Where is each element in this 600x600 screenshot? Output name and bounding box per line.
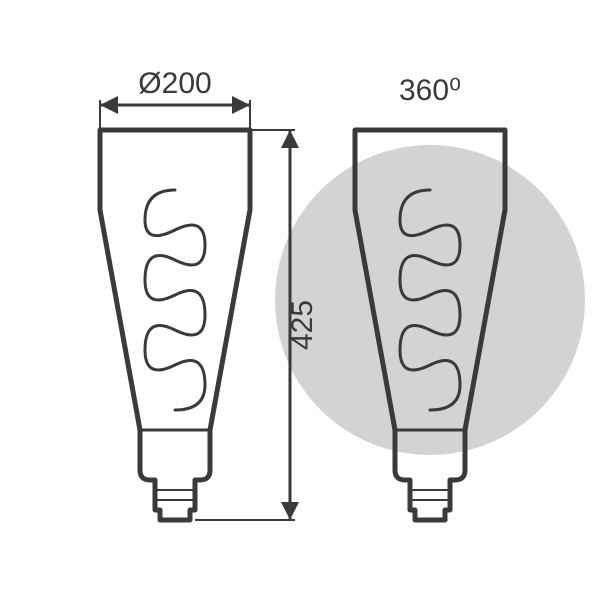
label-height: 425 xyxy=(286,300,319,350)
dim-arrow-bottom xyxy=(281,502,299,520)
label-angle: 360⁰ xyxy=(399,74,461,107)
filament-left xyxy=(145,190,205,410)
dim-arrow-left xyxy=(100,96,118,114)
dim-arrow-top xyxy=(281,130,299,148)
label-diameter: Ø200 xyxy=(138,67,211,100)
dim-arrow-right xyxy=(232,96,250,114)
